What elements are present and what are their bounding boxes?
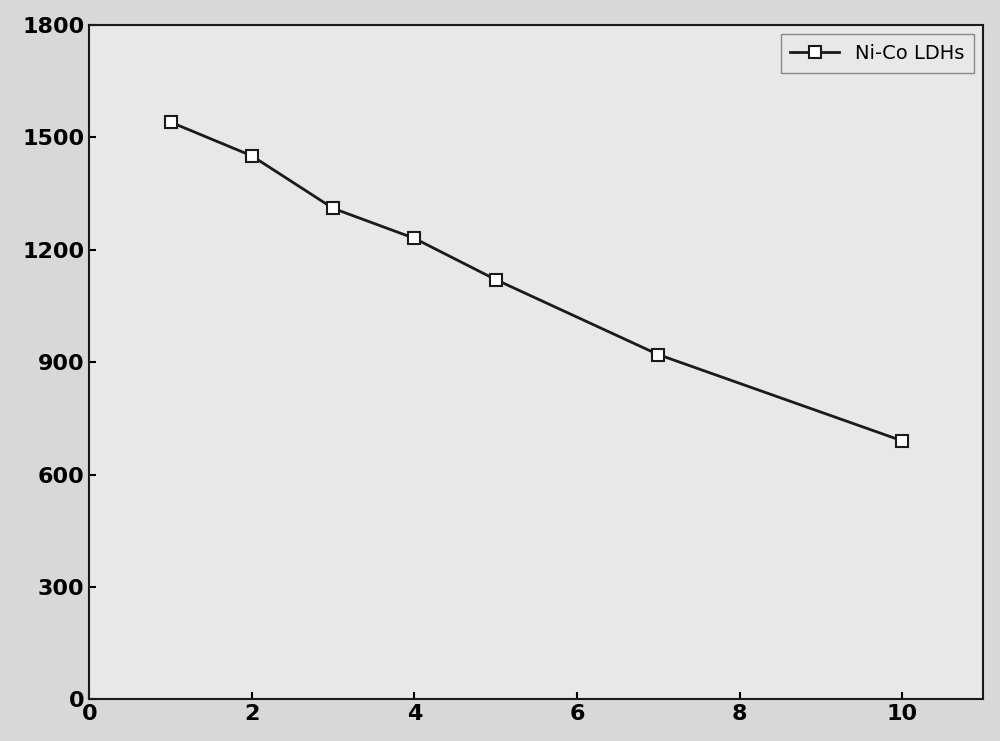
Ni-Co LDHs — [408, 234, 420, 243]
Ni-Co LDHs — [246, 151, 258, 160]
Ni-Co LDHs — [165, 118, 177, 127]
Ni-Co LDHs — [896, 436, 908, 445]
Line: Ni-Co LDHs: Ni-Co LDHs — [165, 116, 908, 446]
Ni-Co LDHs — [327, 204, 339, 213]
Legend: Ni-Co LDHs: Ni-Co LDHs — [781, 34, 974, 73]
Ni-Co LDHs — [652, 350, 664, 359]
Ni-Co LDHs — [490, 275, 502, 284]
